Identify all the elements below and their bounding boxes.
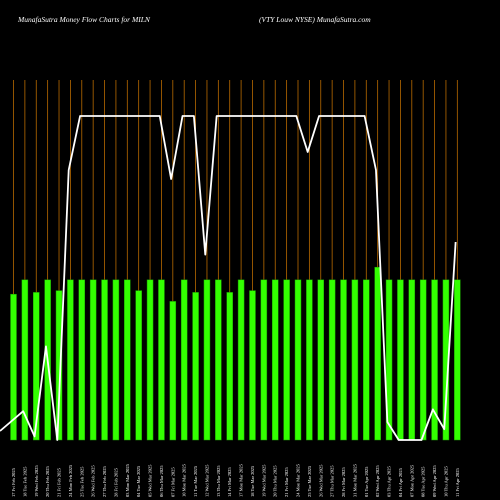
- bar: [158, 279, 165, 441]
- x-tick-label: 19 Wed Feb 2025: [34, 465, 39, 497]
- x-tick-label: 25 Tue Mar 2025: [307, 465, 312, 497]
- x-tick-label: 13 Thu Mar 2025: [216, 465, 221, 497]
- x-tick-label: 01 Tue Apr 2025: [364, 466, 369, 497]
- x-tick-label: 14 Fri Mar 2025: [227, 467, 232, 497]
- bar: [169, 301, 177, 441]
- bar: [124, 279, 131, 441]
- x-tick-label: 26 Wed Feb 2025: [91, 465, 96, 497]
- x-tick-label: 11 Tue Mar 2025: [193, 465, 198, 497]
- bar: [271, 279, 279, 441]
- x-tick-label: 27 Thu Feb 2025: [102, 465, 107, 497]
- chart-subtitle: (VTY Louw NYSE) MunafaSutra.com: [259, 15, 371, 24]
- bar: [385, 279, 393, 441]
- bar: [454, 279, 461, 441]
- bar: [10, 293, 17, 441]
- bar: [260, 279, 268, 441]
- x-tick-label: 24 Mon Mar 2025: [296, 463, 301, 497]
- bar: [55, 290, 63, 441]
- x-tick-label: 27 Thu Mar 2025: [330, 465, 335, 497]
- bar: [192, 292, 199, 441]
- line-series: [0, 115, 457, 441]
- bar-series: [10, 266, 461, 441]
- bar: [294, 279, 302, 441]
- bar: [363, 279, 370, 441]
- bar: [374, 266, 381, 441]
- x-tick-label: 21 Fri Mar 2025: [284, 467, 289, 497]
- bar: [328, 279, 336, 441]
- bar: [397, 279, 404, 441]
- bar: [226, 292, 233, 441]
- x-tick-label: 28 Fri Feb 2025: [113, 467, 118, 497]
- x-tick-label: 10 Mon Mar 2025: [182, 463, 187, 497]
- x-tick-label: 06 Thu Mar 2025: [159, 465, 164, 497]
- x-tick-label: 11 Fri Apr 2025: [455, 468, 460, 497]
- x-tick-label: 10 Thu Apr 2025: [443, 465, 448, 497]
- x-tick-label: 09 Wed Apr 2025: [432, 465, 437, 497]
- x-tick-labels: 17 Fri Feb 2025 18 Tue Feb 2025 19 Wed Feb…: [11, 463, 460, 497]
- bar: [89, 279, 97, 441]
- x-tick-label: 03 Thu Apr 2025: [387, 465, 392, 497]
- x-tick-label: 20 Thu Feb 2025: [45, 465, 50, 497]
- x-tick-label: 19 Wed Mar 2025: [261, 464, 266, 497]
- bar: [431, 279, 438, 441]
- bar: [203, 279, 211, 441]
- x-tick-label: 04 Fri Apr 2025: [398, 467, 403, 497]
- bar: [33, 292, 40, 441]
- x-tick-label: 18 Tue Mar 2025: [250, 465, 255, 497]
- bar: [146, 279, 154, 441]
- bar: [408, 279, 416, 441]
- x-tick-label: 18 Tue Feb 2025: [22, 466, 27, 497]
- bar: [112, 279, 120, 441]
- bar: [78, 279, 86, 441]
- money-flow-line: [0, 115, 457, 441]
- bar: [101, 279, 108, 441]
- x-tick-label: 20 Thu Mar 2025: [273, 465, 278, 497]
- bar: [351, 279, 359, 441]
- bar: [180, 279, 188, 441]
- x-tick-label: 02 Wed Apr 2025: [375, 465, 380, 497]
- bar: [67, 279, 74, 441]
- chart-title: MunafaSutra Money Flow Charts for MILN: [17, 15, 151, 24]
- bar: [317, 279, 325, 441]
- bar: [283, 279, 290, 441]
- bar: [419, 279, 427, 441]
- bar: [215, 279, 222, 441]
- x-tick-label: 31 Mon Mar 2025: [352, 463, 357, 497]
- x-tick-label: 03 Mon Mar 2025: [125, 463, 130, 497]
- bar: [21, 279, 29, 441]
- x-tick-label: 25 Tue Feb 2025: [79, 466, 84, 497]
- x-tick-label: 26 Wed Mar 2025: [318, 464, 323, 497]
- bar: [249, 290, 256, 441]
- bar: [306, 279, 313, 441]
- x-tick-label: 21 Fri Feb 2025: [57, 467, 62, 497]
- x-tick-label: 28 Fri Mar 2025: [341, 467, 346, 497]
- bar: [135, 290, 142, 441]
- x-tick-label: 04 Tue Mar 2025: [136, 465, 141, 497]
- bar: [340, 279, 347, 441]
- x-tick-label: 17 Mon Mar 2025: [239, 463, 244, 497]
- x-tick-label: 07 Mon Apr 2025: [409, 464, 414, 497]
- x-tick-label: 12 Wed Mar 2025: [204, 464, 209, 497]
- x-tick-label: 05 Wed Mar 2025: [148, 464, 153, 497]
- x-tick-label: 07 Fri Mar 2025: [170, 467, 175, 497]
- x-tick-label: 24 Mon Feb 2025: [68, 464, 73, 497]
- x-tick-label: 17 Fri Feb 2025: [11, 467, 16, 497]
- x-tick-label: 08 Tue Apr 2025: [421, 466, 426, 497]
- bar: [237, 279, 245, 441]
